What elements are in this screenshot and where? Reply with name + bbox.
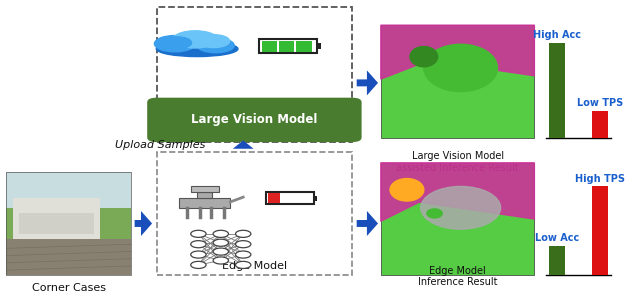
Bar: [191, 186, 219, 192]
Circle shape: [236, 241, 251, 248]
Circle shape: [191, 251, 206, 258]
Bar: [6, 172, 131, 275]
Text: Edge Model: Edge Model: [222, 261, 287, 271]
Bar: [279, 41, 294, 52]
Circle shape: [213, 248, 228, 255]
Polygon shape: [381, 25, 534, 79]
Ellipse shape: [410, 46, 438, 67]
Text: Low TPS: Low TPS: [577, 98, 623, 108]
Bar: [296, 41, 312, 52]
Circle shape: [213, 257, 228, 264]
Bar: [197, 192, 212, 198]
Text: Edge Model
Inference Result: Edge Model Inference Result: [418, 266, 497, 287]
Bar: [262, 41, 277, 52]
Circle shape: [191, 261, 206, 268]
Bar: [549, 246, 565, 275]
Ellipse shape: [156, 41, 238, 57]
Text: High Acc: High Acc: [533, 30, 581, 40]
Ellipse shape: [420, 186, 500, 229]
Bar: [592, 186, 608, 275]
Bar: [268, 193, 280, 203]
Text: Upload Samples: Upload Samples: [115, 140, 205, 150]
Bar: [6, 208, 131, 239]
Bar: [317, 43, 321, 49]
Polygon shape: [381, 163, 534, 221]
Text: Large Vision Model: Large Vision Model: [191, 113, 317, 126]
Circle shape: [236, 230, 251, 237]
Circle shape: [213, 230, 228, 237]
Text: Low Acc: Low Acc: [535, 233, 579, 243]
Bar: [314, 196, 317, 200]
Circle shape: [236, 261, 251, 268]
Circle shape: [213, 239, 228, 246]
Bar: [381, 25, 534, 138]
Ellipse shape: [173, 31, 218, 48]
Text: Large Vision Model
assisted Inference Result: Large Vision Model assisted Inference Re…: [396, 151, 519, 173]
Circle shape: [236, 251, 251, 258]
Bar: [549, 43, 565, 138]
Circle shape: [191, 241, 206, 248]
Text: High TPS: High TPS: [575, 173, 625, 184]
Ellipse shape: [162, 37, 191, 49]
FancyBboxPatch shape: [147, 98, 362, 142]
Bar: [179, 198, 230, 208]
Ellipse shape: [427, 209, 442, 218]
Ellipse shape: [154, 36, 195, 52]
Bar: [259, 39, 317, 53]
Bar: [6, 172, 131, 218]
Text: Corner Cases: Corner Cases: [32, 283, 106, 293]
Ellipse shape: [197, 38, 234, 53]
Circle shape: [191, 230, 206, 237]
Ellipse shape: [198, 35, 230, 48]
Bar: [19, 213, 93, 234]
Bar: [592, 111, 608, 138]
Bar: [13, 198, 100, 244]
Bar: [266, 192, 314, 204]
Bar: [381, 163, 534, 275]
Bar: [6, 239, 131, 275]
Ellipse shape: [390, 178, 424, 201]
Ellipse shape: [424, 44, 497, 91]
